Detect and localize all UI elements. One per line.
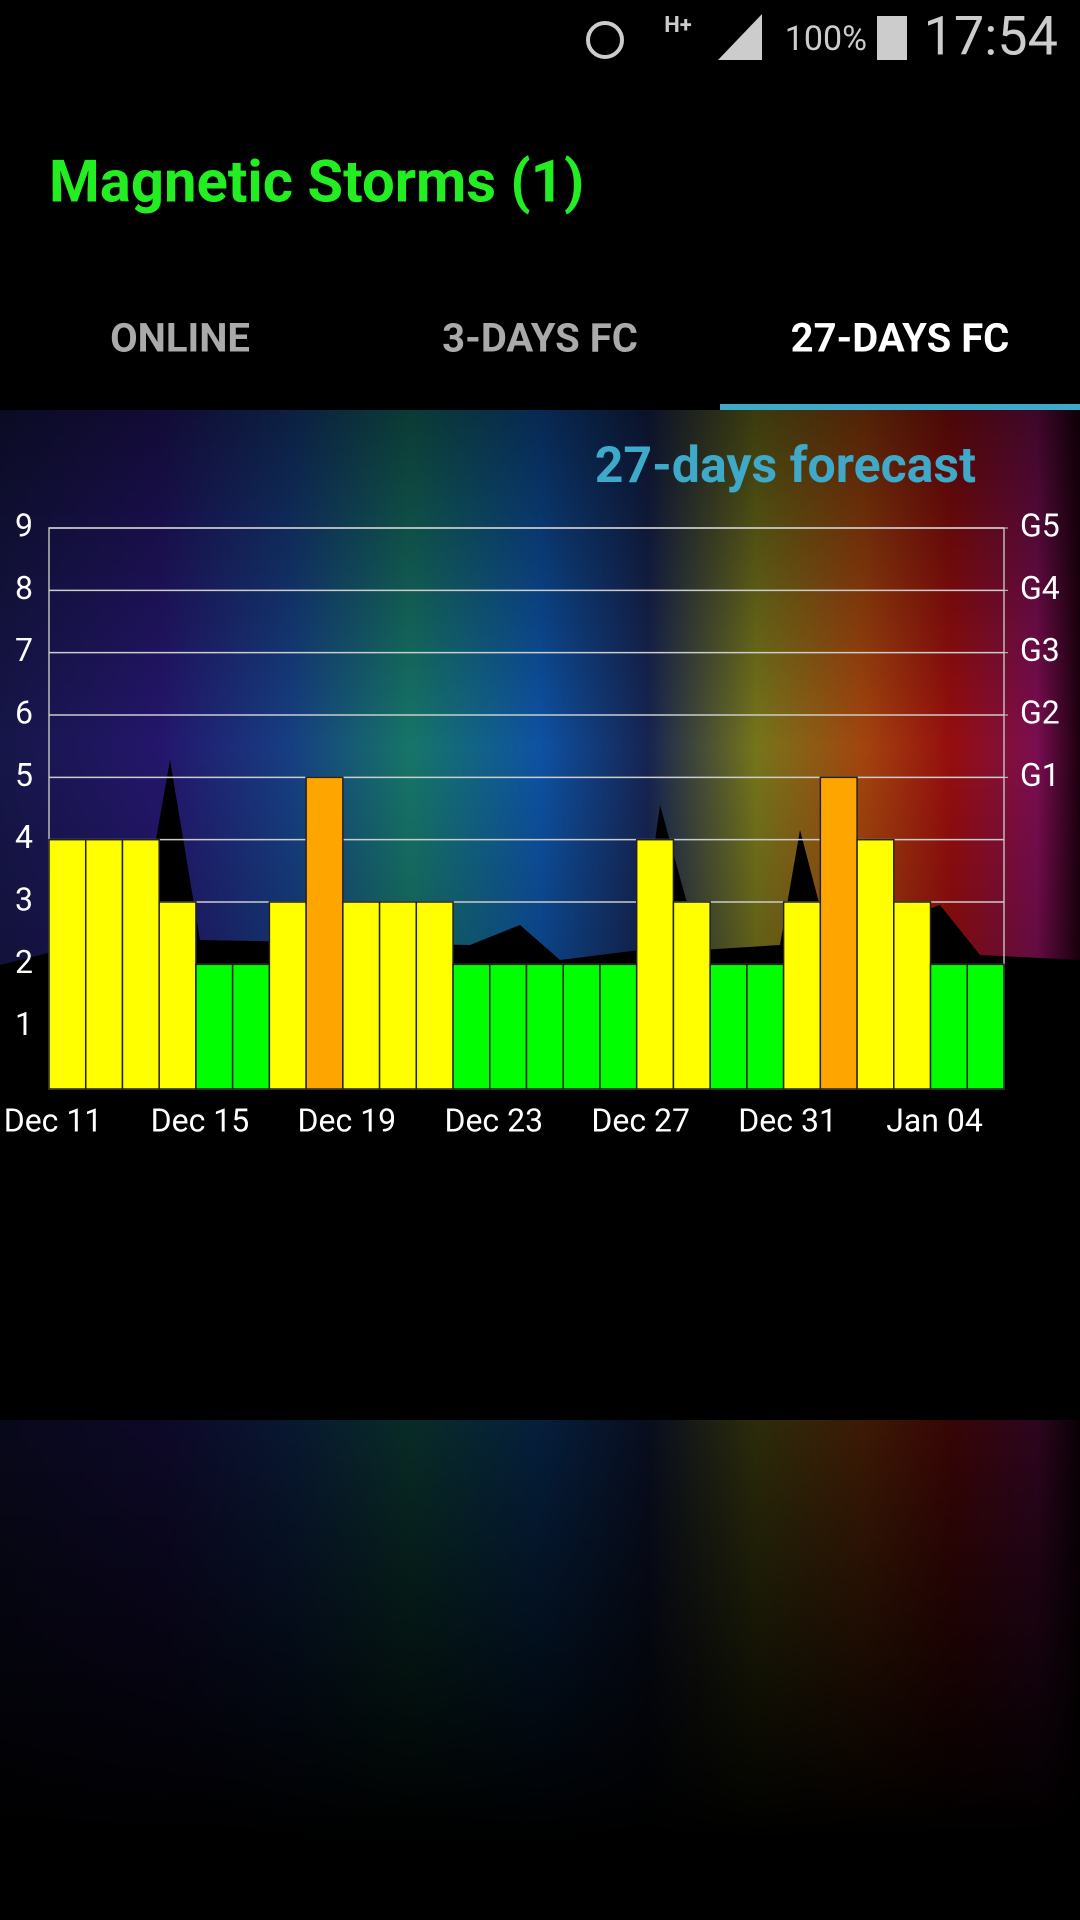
bar [342, 901, 381, 1090]
bar [121, 838, 160, 1090]
y-tick-label: 9 [15, 506, 33, 544]
bar [672, 901, 711, 1090]
reflection-shade [0, 1420, 1080, 1840]
network-type: H+ [664, 13, 692, 38]
bar [231, 963, 271, 1090]
status-bar: H+ 100% 17:54 [586, 5, 1058, 68]
y2-tick-label: G3 [1020, 631, 1060, 669]
y-tick-label: 3 [15, 880, 33, 918]
bar [378, 901, 418, 1090]
x-tick-label: Dec 15 [151, 1101, 250, 1139]
bar [599, 963, 638, 1090]
bar [489, 963, 528, 1090]
bar [709, 963, 748, 1090]
x-tick-label: Dec 23 [444, 1101, 543, 1139]
bar [158, 901, 197, 1090]
alarm-icon [586, 21, 624, 59]
bar [819, 776, 858, 1090]
y-tick-label: 6 [15, 693, 33, 731]
bar [782, 901, 822, 1090]
y2-tick-label: G4 [1020, 569, 1060, 607]
y-tick-label: 1 [15, 1005, 33, 1043]
y-tick-label: 8 [15, 569, 33, 607]
tab-bar: ONLINE 3-DAYS FC 27-DAYS FC [110, 315, 1080, 410]
bar [929, 963, 969, 1090]
signal-icon [718, 14, 762, 60]
x-tick-label: Dec 31 [738, 1101, 837, 1139]
y2-tick-label: G5 [1020, 506, 1060, 544]
bar [415, 901, 454, 1090]
x-tick-label: Dec 19 [298, 1101, 397, 1139]
bar [452, 963, 491, 1090]
bar [635, 838, 675, 1090]
bar [893, 901, 932, 1090]
battery-percent: 100% [785, 19, 867, 59]
bar [195, 963, 234, 1090]
bar [305, 776, 344, 1090]
battery-icon [877, 16, 907, 60]
tab-active[interactable]: 27-DAYS FC [791, 315, 1010, 362]
tab[interactable]: 3-DAYS FC [442, 315, 638, 362]
app-title: Magnetic Storms (1) [49, 148, 584, 216]
y2-tick-label: G2 [1020, 693, 1060, 731]
y2-tick-label: G1 [1020, 756, 1060, 794]
bar [562, 963, 601, 1090]
tab[interactable]: ONLINE [110, 315, 250, 362]
bar [856, 838, 895, 1090]
bar [268, 901, 307, 1090]
x-tick-label: Dec 27 [591, 1101, 690, 1139]
bar [84, 838, 124, 1090]
chart: 1 2 3 4 5 6 7 8 9 G1 G2 G3 G4 G5 Dec 11 Dec 15 Dec 19 Dec… [4, 506, 1060, 1139]
y-tick-label: 4 [15, 818, 33, 856]
x-tick-label: Jan 04 [886, 1101, 983, 1139]
tab-indicator [720, 404, 1080, 410]
y-tick-label: 7 [15, 631, 33, 669]
x-tick-label: Dec 11 [4, 1101, 103, 1139]
bar [525, 963, 564, 1090]
bar [966, 963, 1005, 1090]
bar [48, 838, 87, 1090]
clock: 17:54 [924, 5, 1058, 68]
y-tick-label: 5 [15, 756, 33, 794]
y-tick-label: 2 [15, 943, 33, 981]
chart-title: 27-days forecast [595, 437, 976, 495]
bar [746, 963, 785, 1090]
